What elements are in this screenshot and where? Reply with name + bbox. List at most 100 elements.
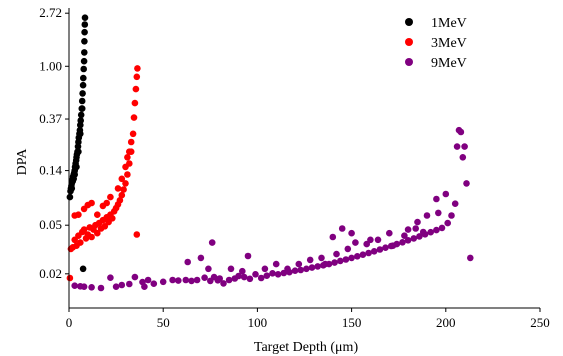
point-9MeV-86 (442, 190, 450, 198)
tick-marks: 0 50 100 150 200 250 0.02 0.05 0.14 0.37 1.00 2.72 (39, 5, 550, 330)
legend-marker-9MeV (405, 58, 413, 66)
point-9MeV-50 (365, 249, 372, 257)
point-3MeV-54 (126, 148, 133, 155)
point-9MeV-47 (348, 254, 355, 262)
point-9MeV-79 (348, 229, 355, 237)
point-3MeV-36 (131, 99, 139, 107)
point-9MeV-87 (184, 258, 191, 266)
point-9MeV-99 (344, 245, 352, 253)
point-9MeV-71 (461, 143, 468, 150)
point-9MeV-24 (220, 280, 227, 287)
point-3MeV-28 (118, 191, 126, 199)
x-tick-label-4: 200 (436, 315, 456, 330)
series-3MeV (66, 65, 141, 282)
point-9MeV-82 (404, 226, 412, 233)
point-9MeV-17 (188, 277, 195, 285)
point-9MeV-77 (329, 233, 337, 241)
point-9MeV-5 (107, 274, 114, 282)
point-9MeV-28 (240, 273, 248, 281)
point-9MeV-15 (175, 277, 182, 284)
point-9MeV-41 (314, 263, 322, 270)
point-9MeV-69 (457, 128, 465, 136)
point-9MeV-52 (376, 246, 384, 253)
point-9MeV-80 (367, 236, 374, 244)
point-9MeV-81 (386, 229, 393, 237)
legend-marker-3MeV (405, 38, 413, 46)
point-1MeV-27 (79, 90, 86, 97)
point-9MeV-62 (433, 226, 440, 234)
point-9MeV-11 (144, 276, 152, 284)
point-3MeV-34 (129, 130, 137, 138)
point-9MeV-33 (269, 270, 276, 277)
point-1MeV-44 (70, 175, 77, 183)
point-3MeV-50 (114, 185, 122, 192)
point-9MeV-19 (201, 274, 208, 282)
point-9MeV-13 (159, 278, 167, 286)
point-9MeV-49 (359, 251, 367, 258)
point-9MeV-105 (412, 225, 420, 232)
point-9MeV-0 (71, 282, 78, 290)
point-3MeV-55 (127, 138, 135, 146)
point-9MeV-39 (303, 265, 310, 273)
point-9MeV-38 (297, 266, 305, 274)
point-9MeV-3 (88, 284, 95, 291)
point-1MeV-42 (78, 105, 86, 112)
point-3MeV-0 (66, 274, 74, 282)
point-3MeV-48 (103, 199, 110, 207)
point-3MeV-8 (80, 226, 88, 233)
point-9MeV-89 (205, 265, 212, 273)
legend-label-3MeV: 3MeV (431, 36, 467, 51)
point-9MeV-29 (246, 275, 254, 283)
point-9MeV-63 (438, 224, 446, 232)
x-tick-label-5: 250 (530, 315, 550, 330)
point-9MeV-66 (451, 200, 459, 207)
point-3MeV-23 (109, 215, 116, 222)
point-9MeV-32 (263, 272, 271, 280)
point-9MeV-94 (295, 260, 303, 268)
y-axis-title: DPA (15, 148, 30, 176)
legend-label-9MeV: 9MeV (431, 56, 467, 71)
point-9MeV-61 (427, 228, 435, 236)
point-3MeV-31 (124, 171, 131, 178)
point-1MeV-0 (66, 193, 74, 201)
point-1MeV-36 (81, 14, 89, 21)
point-9MeV-74 (208, 239, 216, 246)
point-9MeV-73 (467, 254, 474, 262)
point-1MeV-33 (81, 38, 88, 45)
point-9MeV-101 (363, 240, 371, 248)
point-9MeV-56 (399, 239, 406, 246)
point-1MeV-35 (81, 21, 89, 28)
point-9MeV-88 (197, 254, 205, 262)
point-9MeV-70 (459, 154, 467, 161)
point-9MeV-9 (131, 273, 139, 281)
point-9MeV-100 (352, 239, 359, 246)
point-9MeV-23 (216, 275, 223, 282)
point-9MeV-75 (244, 252, 252, 260)
point-9MeV-91 (239, 267, 246, 275)
point-9MeV-104 (401, 232, 408, 239)
point-1MeV-31 (80, 57, 88, 65)
point-9MeV-44 (331, 259, 338, 266)
point-9MeV-37 (291, 267, 299, 275)
x-tick-label-3: 150 (342, 315, 362, 330)
point-1MeV-40 (75, 148, 82, 155)
point-3MeV-49 (107, 193, 114, 201)
point-1MeV-43 (68, 185, 76, 192)
point-1MeV-34 (81, 28, 88, 36)
point-9MeV-7 (118, 281, 126, 289)
point-3MeV-15 (94, 229, 101, 237)
axes (68, 8, 540, 309)
point-9MeV-53 (382, 244, 389, 251)
point-9MeV-57 (404, 237, 412, 244)
series-9MeV (71, 126, 474, 292)
point-9MeV-78 (338, 225, 346, 232)
point-9MeV-4 (97, 284, 105, 292)
point-9MeV-48 (354, 252, 361, 260)
point-3MeV-30 (122, 180, 129, 187)
x-tick-label-1: 50 (157, 315, 170, 330)
point-9MeV-107 (435, 209, 442, 217)
x-tick-label-2: 100 (248, 315, 268, 330)
point-3MeV-52 (122, 163, 129, 171)
point-9MeV-84 (423, 212, 431, 219)
point-3MeV-46 (94, 211, 101, 218)
